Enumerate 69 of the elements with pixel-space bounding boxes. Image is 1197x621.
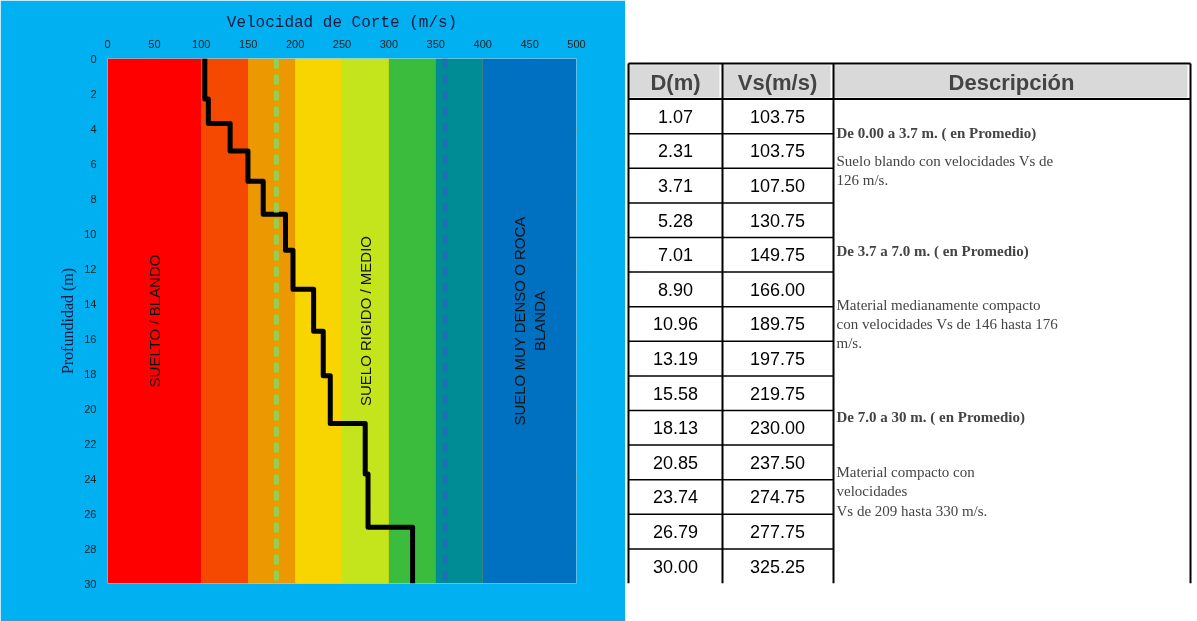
text: De 7.0 a 30 m. ( en Promedio) bbox=[836, 408, 1025, 426]
y-tick-label: 2 bbox=[90, 87, 97, 100]
text: 13.19 bbox=[652, 349, 699, 370]
text: 30.00 bbox=[652, 556, 699, 577]
text: Vs(m/s) bbox=[737, 69, 818, 95]
text: 18.13 bbox=[652, 418, 699, 439]
text: 23.74 bbox=[652, 487, 699, 508]
text: De 0.00 a 3.7 m. ( en Promedio) bbox=[836, 124, 1037, 142]
text: 103.75 bbox=[749, 141, 806, 162]
x-tick-label: 400 bbox=[473, 37, 492, 50]
x-axis-title: Velocidad de Corte (m/s) bbox=[226, 13, 458, 32]
x-tick-label: 50 bbox=[148, 37, 161, 50]
y-tick-label: 22 bbox=[84, 437, 97, 450]
text: 3.71 bbox=[657, 176, 694, 197]
y-tick-label: 30 bbox=[84, 577, 97, 590]
y-tick-label: 26 bbox=[84, 507, 97, 520]
text: 15.58 bbox=[652, 383, 699, 404]
text: 237.50 bbox=[749, 452, 806, 473]
y-tick-label: 20 bbox=[84, 402, 97, 415]
text: 274.75 bbox=[749, 487, 806, 508]
y-tick-label: 12 bbox=[84, 262, 97, 275]
y-axis-title: Profundidad (m) bbox=[59, 267, 78, 375]
x-tick-label: 250 bbox=[332, 37, 352, 50]
text: 219.75 bbox=[749, 383, 806, 404]
text: D(m) bbox=[650, 69, 701, 95]
x-tick-label: 450 bbox=[520, 37, 539, 50]
y-tick-label: 16 bbox=[84, 332, 97, 345]
text: Suelo blando con velocidades Vs de 126 m/s. bbox=[836, 153, 1054, 189]
band-label: SUELO RIGIDO / MEDIO bbox=[356, 235, 374, 407]
text: 130.75 bbox=[749, 210, 806, 231]
text: 107.50 bbox=[749, 176, 806, 197]
x-tick-label: 300 bbox=[379, 37, 399, 50]
text: Material medianamente compacto con velocidades Vs de 146 hasta 176 m/s. bbox=[836, 296, 1059, 352]
text: 166.00 bbox=[749, 279, 806, 300]
text: 10.96 bbox=[652, 314, 699, 335]
text: 8.90 bbox=[657, 279, 694, 300]
band-label: SUELTO / BLANDO bbox=[145, 254, 163, 388]
y-tick-label: 8 bbox=[90, 192, 97, 205]
text: 1.07 bbox=[657, 106, 694, 127]
y-tick-label: 18 bbox=[84, 367, 97, 380]
x-tick-label: 0 bbox=[104, 37, 111, 50]
text: 2.31 bbox=[657, 141, 694, 162]
text: 230.00 bbox=[749, 418, 806, 439]
text: 277.75 bbox=[749, 522, 806, 543]
text: Descripción bbox=[948, 69, 1075, 95]
text: De 3.7 a 7.0 m. ( en Promedio) bbox=[836, 243, 1029, 261]
x-tick-label: 200 bbox=[285, 37, 305, 50]
y-tick-label: 6 bbox=[90, 157, 97, 170]
text: Material compacto con velocidades Vs de 209 hasta 330 m/s. bbox=[836, 464, 988, 519]
text: 20.85 bbox=[652, 452, 699, 473]
y-tick-label: 4 bbox=[90, 122, 97, 135]
text: 7.01 bbox=[657, 245, 694, 266]
y-tick-label: 10 bbox=[84, 227, 97, 240]
x-tick-label: 350 bbox=[426, 37, 445, 50]
text: 103.75 bbox=[749, 106, 806, 127]
text: 189.75 bbox=[749, 314, 806, 335]
text: 325.25 bbox=[749, 556, 806, 577]
band-label: SUELO MUY DENSO O ROCA BLANDA bbox=[510, 216, 549, 426]
text: 149.75 bbox=[749, 245, 806, 266]
text: 5.28 bbox=[657, 210, 694, 231]
x-tick-label: 150 bbox=[239, 37, 258, 50]
x-tick-label: 100 bbox=[192, 37, 211, 50]
x-tick-label: 500 bbox=[567, 37, 586, 50]
text: 26.79 bbox=[652, 522, 699, 543]
y-tick-label: 24 bbox=[84, 472, 97, 485]
y-tick-label: 14 bbox=[84, 297, 97, 310]
y-tick-label: 28 bbox=[84, 542, 97, 555]
y-tick-label: 0 bbox=[90, 52, 97, 65]
text: 197.75 bbox=[749, 349, 806, 370]
